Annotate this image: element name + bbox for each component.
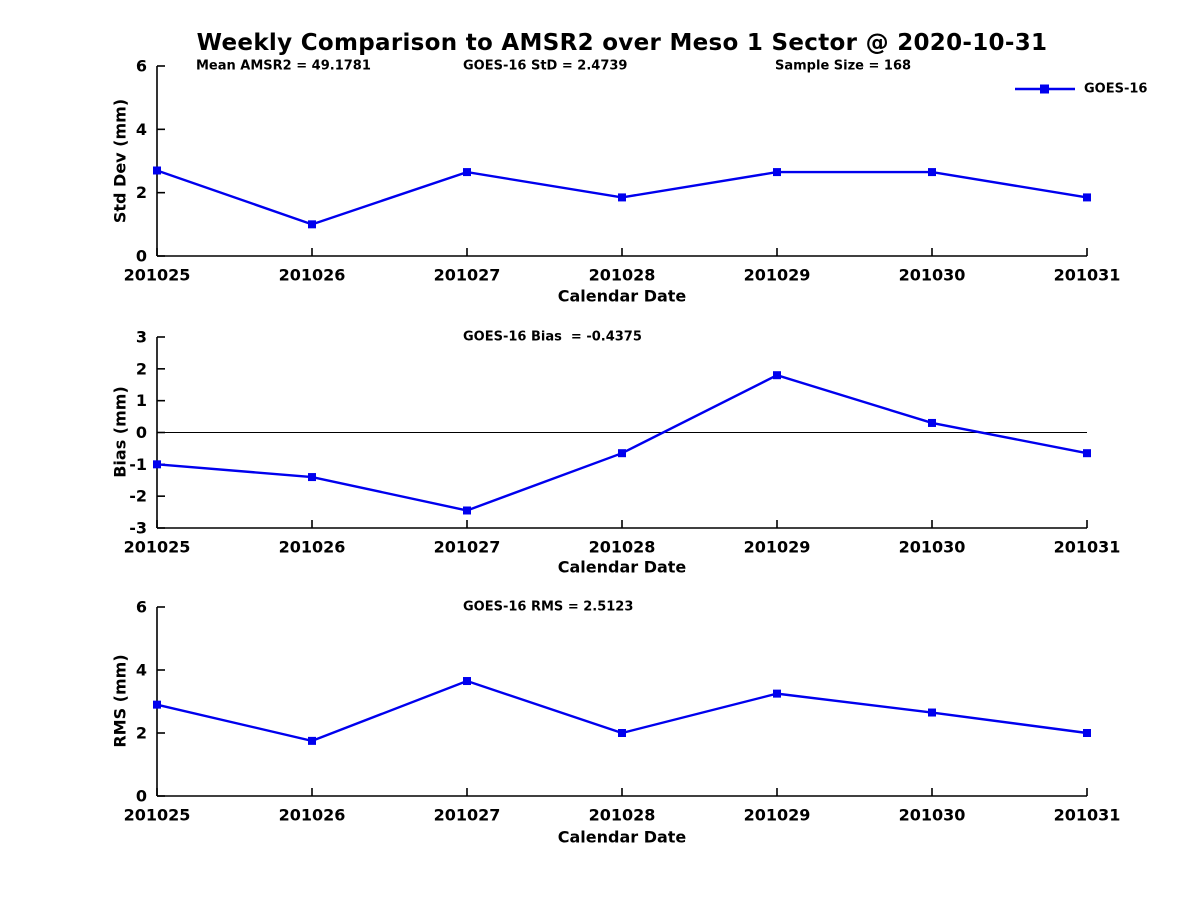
x-tick-label: 201025 [124, 266, 191, 285]
y-tick-label: 0 [136, 423, 147, 442]
x-tick-label: 201026 [279, 538, 346, 557]
data-marker [153, 166, 161, 175]
data-marker [463, 506, 471, 515]
ylabel-bias: Bias (mm) [111, 386, 130, 478]
legend-marker-icon [1040, 84, 1049, 94]
data-marker [153, 460, 161, 469]
y-tick-label: 0 [136, 787, 147, 806]
x-tick-label: 201027 [434, 266, 501, 285]
annotation-goes16-rms: GOES-16 RMS = 2.5123 [463, 600, 633, 615]
y-tick-label: 0 [136, 247, 147, 266]
data-marker [153, 700, 161, 709]
data-marker [773, 371, 781, 380]
y-tick-label: 4 [136, 661, 147, 680]
y-tick-label: -3 [129, 519, 147, 538]
data-marker [308, 220, 316, 229]
y-tick-label: -2 [129, 487, 147, 506]
x-tick-label: 201026 [279, 266, 346, 285]
x-tick-label: 201028 [589, 538, 656, 557]
xlabel-calendar-date-1: Calendar Date [558, 287, 687, 306]
data-marker [1083, 449, 1091, 458]
data-marker [618, 729, 626, 737]
y-tick-label: 6 [136, 57, 147, 76]
x-tick-label: 201027 [434, 806, 501, 825]
x-tick-label: 201031 [1054, 266, 1121, 285]
data-marker [1083, 193, 1091, 202]
y-tick-label: -1 [129, 455, 147, 474]
subplot-3: 0 2 4 6 201025 201026 201027 201028 201029 201030… [124, 598, 1121, 825]
x-tick-label: 201027 [434, 538, 501, 557]
data-marker [618, 449, 626, 458]
subplot-1: 0 2 4 6 201025 201026 201027 201028 201029 201030… [124, 57, 1121, 285]
annotation-goes16-bias: GOES-16 Bias = -0.4375 [463, 330, 642, 345]
x-tick-label: 201030 [899, 806, 966, 825]
data-marker [773, 689, 781, 698]
y-tick-label: 6 [136, 598, 147, 617]
y-tick-label: 2 [136, 724, 147, 743]
data-marker [928, 168, 936, 177]
y-tick-label: 3 [136, 328, 147, 347]
data-marker [618, 193, 626, 202]
x-tick-label: 201025 [124, 538, 191, 557]
annotation-mean-amsr2: Mean AMSR2 = 49.1781 [196, 59, 371, 74]
data-marker [463, 168, 471, 177]
data-marker [308, 473, 316, 482]
x-tick-label: 201029 [744, 806, 811, 825]
ylabel-std-dev: Std Dev (mm) [111, 99, 130, 223]
legend: GOES-16 [1015, 82, 1147, 97]
x-tick-label: 201031 [1054, 538, 1121, 557]
x-tick-label: 201028 [589, 266, 656, 285]
legend-label-goes16: GOES-16 [1084, 82, 1147, 97]
x-tick-label: 201030 [899, 538, 966, 557]
ylabel-rms: RMS (mm) [111, 654, 130, 747]
x-tick-label: 201031 [1054, 806, 1121, 825]
x-tick-label: 201029 [744, 266, 811, 285]
y-tick-label: 1 [136, 391, 147, 410]
xlabel-calendar-date-3: Calendar Date [558, 828, 687, 847]
x-tick-label: 201026 [279, 806, 346, 825]
xlabel-calendar-date-2: Calendar Date [558, 558, 687, 577]
x-tick-label: 201030 [899, 266, 966, 285]
x-tick-label: 201028 [589, 806, 656, 825]
y-tick-label: 2 [136, 183, 147, 202]
y-tick-label: 2 [136, 359, 147, 378]
subplot-2: -3 -2 -1 0 1 2 3 201025 201026 201027 201028 201029… [124, 328, 1121, 557]
data-marker [928, 418, 936, 427]
data-marker [928, 708, 936, 717]
data-marker [773, 168, 781, 177]
data-marker [1083, 729, 1091, 737]
y-tick-label: 4 [136, 120, 147, 139]
data-marker [463, 677, 471, 686]
data-marker [308, 736, 316, 745]
annotation-sample-size: Sample Size = 168 [775, 59, 911, 74]
figure-title: Weekly Comparison to AMSR2 over Meso 1 S… [197, 30, 1048, 56]
annotation-goes16-std: GOES-16 StD = 2.4739 [463, 59, 627, 74]
x-tick-label: 201025 [124, 806, 191, 825]
x-tick-label: 201029 [744, 538, 811, 557]
